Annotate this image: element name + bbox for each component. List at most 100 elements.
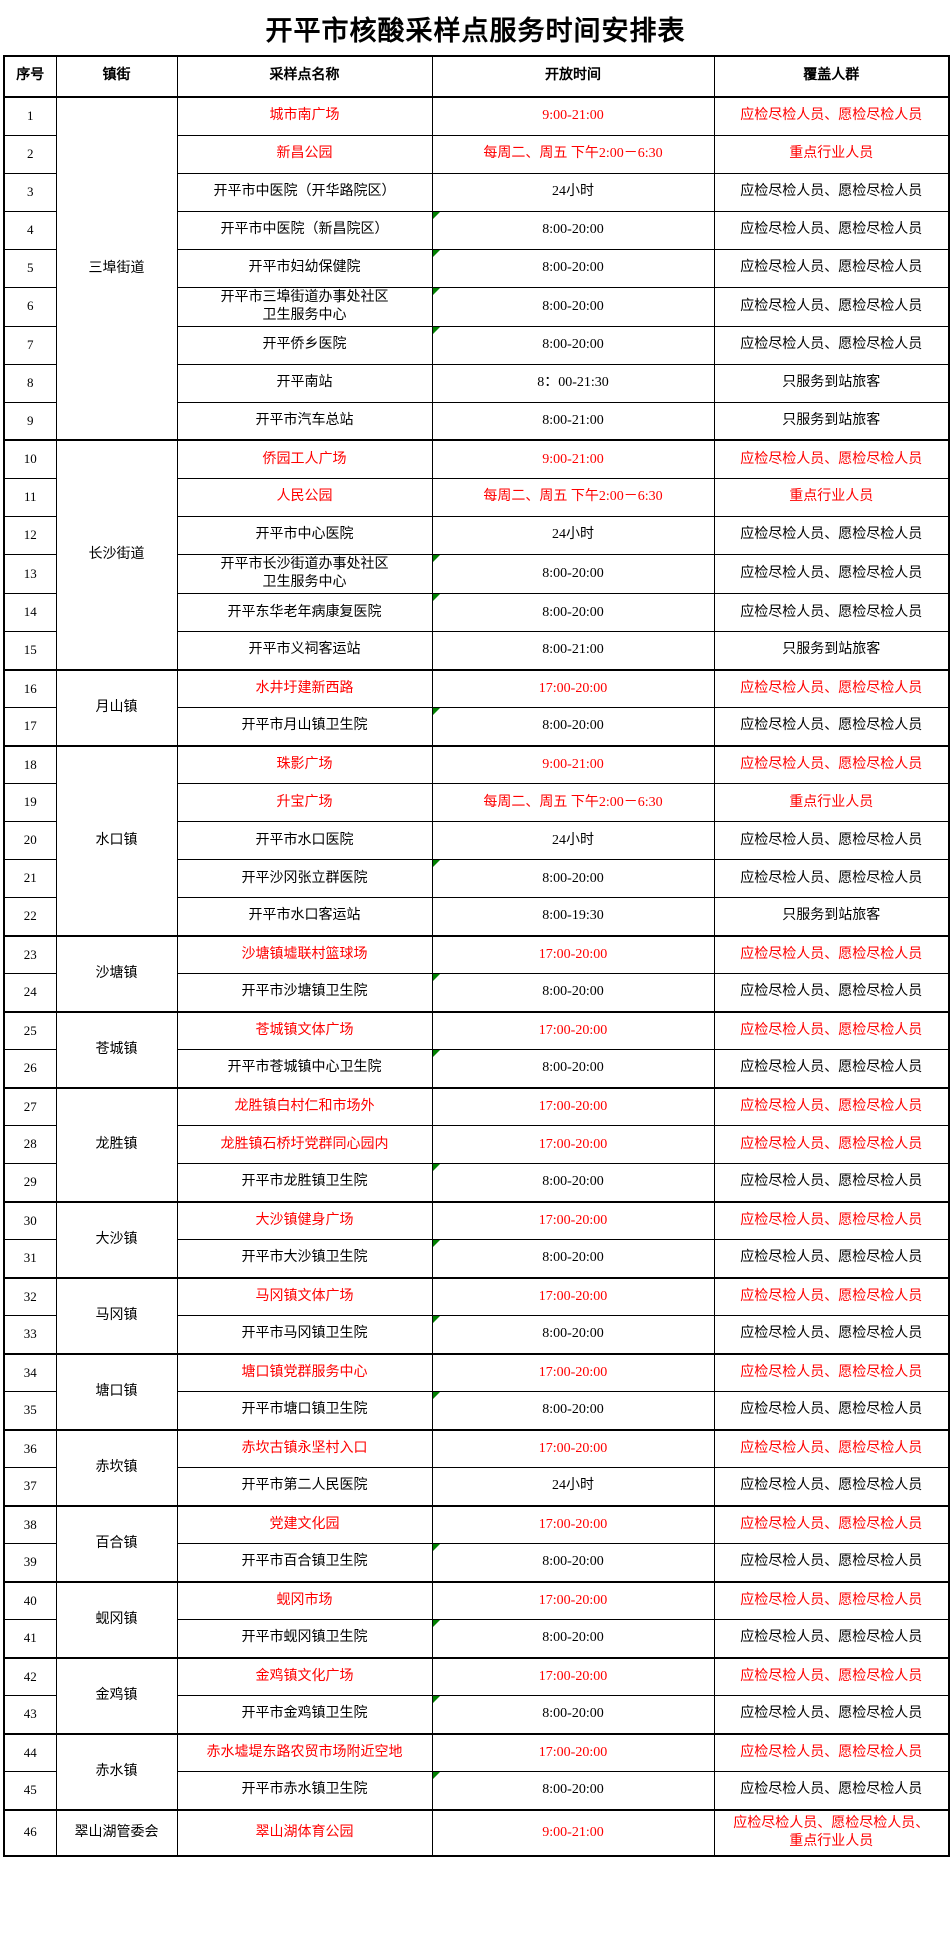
site-name-cell: 开平市汽车总站 xyxy=(176,401,433,441)
open-time-cell: 8:00-20:00 xyxy=(431,1163,715,1203)
open-time-cell: 8:00-20:00 xyxy=(431,1771,715,1811)
open-time-text: 8:00-20:00 xyxy=(542,1706,604,1722)
row-number-cell: 18 xyxy=(3,744,57,785)
open-time-text: 8:00-20:00 xyxy=(542,604,604,620)
table-row: 25 苍城镇 苍城镇文体广场 17:00-20:00 应检尽检人员、愿检尽检人员 xyxy=(3,1010,950,1089)
coverage-cell: 应检尽检人员、愿检尽检人员 xyxy=(713,1391,950,1431)
coverage-cell: 应检尽检人员、愿检尽检人员 xyxy=(713,1543,950,1583)
open-time-cell: 8:00-20:00 xyxy=(431,1695,715,1735)
comment-marker-icon xyxy=(433,1620,440,1628)
table-row: 19 升宝广场 每周二、周五 下午2:00－6:30 重点行业人员 xyxy=(3,783,950,823)
open-time-cell: 8:00-20:00 xyxy=(431,286,715,327)
site-name-cell: 开平市蚬冈镇卫生院 xyxy=(176,1619,433,1659)
open-time-cell: 8:00-21:00 xyxy=(431,401,715,441)
site-name-cell: 开平市水口医院 xyxy=(176,821,433,861)
open-time-text: 8:00-19:30 xyxy=(542,908,604,924)
coverage-cell: 应检尽检人员、愿检尽检人员 xyxy=(713,1352,950,1393)
site-name-cell: 开平市第二人民医院 xyxy=(176,1467,433,1507)
row-number-cell: 2 xyxy=(3,134,57,174)
table-row: 7 开平侨乡医院 8:00-20:00 应检尽检人员、愿检尽检人员 xyxy=(3,325,950,365)
table-row: 14 开平东华老年病康复医院 8:00-20:00 应检尽检人员、愿检尽检人员 xyxy=(3,593,950,633)
row-number-cell: 33 xyxy=(3,1315,57,1355)
site-name-cell: 开平市中心医院 xyxy=(176,515,433,555)
open-time-text: 17:00-20:00 xyxy=(538,680,608,696)
row-number-cell: 11 xyxy=(3,477,57,517)
table-row: 44 赤水镇 赤水墟堤东路农贸市场附近空地 17:00-20:00 应检尽检人员、愿检尽… xyxy=(3,1732,950,1811)
open-time-text: 24小时 xyxy=(552,183,594,199)
table-row: 1 三埠街道 城市南广场 9:00-21:00 应检尽检人员、愿检尽检人员 xyxy=(3,95,950,441)
row-number-cell: 36 xyxy=(3,1428,57,1469)
row-number-cell: 9 xyxy=(3,401,57,441)
comment-marker-icon xyxy=(433,1392,440,1400)
open-time-text: 8:00-20:00 xyxy=(542,259,604,275)
open-time-text: 8:00-21:00 xyxy=(542,413,604,429)
table-row: 18 水口镇 珠影广场 9:00-21:00 应检尽检人员、愿检尽检人员 xyxy=(3,744,950,937)
row-number-cell: 13 xyxy=(3,553,57,595)
row-number-cell: 25 xyxy=(3,1010,57,1051)
table-row: 41 开平市蚬冈镇卫生院 8:00-20:00 应检尽检人员、愿检尽检人员 xyxy=(3,1619,950,1659)
open-time-cell: 8:00-20:00 xyxy=(431,1315,715,1355)
site-name-cell: 开平南站 xyxy=(176,363,433,403)
open-time-cell: 24小时 xyxy=(431,515,715,555)
open-time-cell: 8:00-20:00 xyxy=(431,1391,715,1431)
row-number-cell: 22 xyxy=(3,897,57,937)
coverage-cell: 应检尽检人员、愿检尽检人员 xyxy=(713,1276,950,1317)
row-number-cell: 7 xyxy=(3,325,57,365)
open-time-text: 17:00-20:00 xyxy=(538,1288,608,1304)
open-time-text: 17:00-20:00 xyxy=(538,1668,608,1684)
open-time-cell: 17:00-20:00 xyxy=(431,1656,715,1697)
row-number-cell: 17 xyxy=(3,707,57,747)
open-time-cell: 17:00-20:00 xyxy=(431,1732,715,1773)
row-number-cell: 29 xyxy=(3,1163,57,1203)
site-name-cell: 开平市赤水镇卫生院 xyxy=(176,1771,433,1811)
coverage-cell: 重点行业人员 xyxy=(713,783,950,823)
open-time-cell: 8:00-20:00 xyxy=(431,859,715,899)
row-number-cell: 6 xyxy=(3,286,57,327)
open-time-cell: 24小时 xyxy=(431,172,715,212)
comment-marker-icon xyxy=(433,250,440,257)
table-row: 42 金鸡镇 金鸡镇文化广场 17:00-20:00 应检尽检人员、愿检尽检人员 xyxy=(3,1656,950,1735)
comment-marker-icon xyxy=(433,1544,440,1552)
coverage-cell: 应检尽检人员、愿检尽检人员 xyxy=(713,821,950,861)
open-time-text: 17:00-20:00 xyxy=(538,1440,608,1456)
coverage-cell: 应检尽检人员、愿检尽检人员 xyxy=(713,1010,950,1051)
site-name-cell: 开平市金鸡镇卫生院 xyxy=(176,1695,433,1735)
open-time-cell: 9:00-21:00 xyxy=(431,439,715,479)
open-time-text: 17:00-20:00 xyxy=(538,1098,608,1114)
coverage-cell: 应检尽检人员、愿检尽检人员 xyxy=(713,1428,950,1469)
open-time-text: 每周二、周五 下午2:00－6:30 xyxy=(483,794,663,810)
open-time-cell: 8：00-21:30 xyxy=(431,363,715,403)
row-number-cell: 12 xyxy=(3,515,57,555)
coverage-cell: 应检尽检人员、愿检尽检人员 xyxy=(713,96,950,136)
site-name-cell: 翠山湖体育公园 xyxy=(176,1808,433,1857)
coverage-cell: 应检尽检人员、愿检尽检人员 xyxy=(713,553,950,595)
open-time-text: 8：00-21:30 xyxy=(537,375,609,391)
open-time-text: 每周二、周五 下午2:00－6:30 xyxy=(483,489,663,505)
row-number-cell: 8 xyxy=(3,363,57,403)
table-row: 12 开平市中心医院 24小时 应检尽检人员、愿检尽检人员 xyxy=(3,515,950,555)
open-time-text: 8:00-20:00 xyxy=(542,984,604,1000)
site-name-cell: 人民公园 xyxy=(176,477,433,517)
table-row: 40 蚬冈镇 蚬冈市场 17:00-20:00 应检尽检人员、愿检尽检人员 xyxy=(3,1580,950,1659)
open-time-text: 8:00-20:00 xyxy=(542,565,604,581)
site-name-cell: 开平市月山镇卫生院 xyxy=(176,707,433,747)
town-cell: 赤坎镇 xyxy=(55,1428,178,1507)
row-number-cell: 34 xyxy=(3,1352,57,1393)
site-name-cell: 侨园工人广场 xyxy=(176,439,433,479)
open-time-cell: 8:00-20:00 xyxy=(431,593,715,633)
coverage-cell: 应检尽检人员、愿检尽检人员 xyxy=(713,1315,950,1355)
table-row: 13 开平市长沙街道办事处社区 卫生服务中心 8:00-20:00 应检尽检人员、愿检… xyxy=(3,553,950,595)
site-name-cell: 开平市中医院（开华路院区） xyxy=(176,172,433,212)
open-time-cell: 24小时 xyxy=(431,821,715,861)
site-name-cell: 金鸡镇文化广场 xyxy=(176,1656,433,1697)
row-number-cell: 39 xyxy=(3,1543,57,1583)
coverage-cell: 应检尽检人员、愿检尽检人员 xyxy=(713,1239,950,1279)
site-name-cell: 开平市百合镇卫生院 xyxy=(176,1543,433,1583)
town-cell: 翠山湖管委会 xyxy=(55,1808,178,1857)
row-number-cell: 3 xyxy=(3,172,57,212)
open-time-text: 9:00-21:00 xyxy=(542,108,604,124)
table-row: 35 开平市塘口镇卫生院 8:00-20:00 应检尽检人员、愿检尽检人员 xyxy=(3,1391,950,1431)
coverage-cell: 应检尽检人员、愿检尽检人员 xyxy=(713,973,950,1013)
coverage-cell: 应检尽检人员、愿检尽检人员 xyxy=(713,1619,950,1659)
open-time-cell: 17:00-20:00 xyxy=(431,1352,715,1393)
